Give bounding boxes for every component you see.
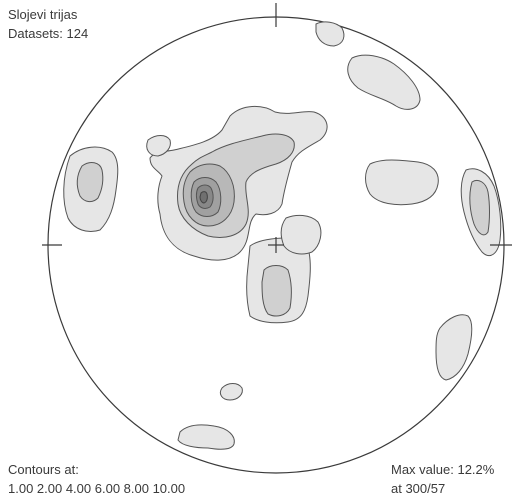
- contour-lower-small-patch-level1: [219, 383, 243, 401]
- contour-top-rim-patch-level1: [315, 21, 345, 47]
- datasets-count: Datasets: 124: [8, 26, 89, 41]
- contour-centre-right-lobe-level1: [280, 214, 322, 255]
- cardinal-ticks: [42, 3, 512, 246]
- contour-left-lobe-level2: [76, 162, 104, 203]
- max-value: Max value: 12.2%: [391, 462, 495, 477]
- contours-heading: Contours at:: [8, 462, 79, 477]
- plot-title: Slojevi trijas: [8, 7, 78, 22]
- contour-right-rim-patch-level2: [469, 179, 490, 236]
- contour-upper-right-lobe-level1: [347, 54, 421, 110]
- max-legend: Max value: 12.2% at 300/57: [391, 460, 494, 498]
- contour-bottom-patch-level1: [177, 424, 235, 450]
- contour-lower-right-patch-level1: [435, 314, 473, 381]
- contour-centre-patch-level2: [261, 265, 292, 317]
- contour-right-middle-patch-level1: [365, 159, 439, 206]
- contour-cluster-main-level6: [199, 191, 208, 204]
- max-location: at 300/57: [391, 481, 446, 496]
- contour-legend: Contours at: 1.00 2.00 4.00 6.00 8.00 10…: [8, 460, 185, 498]
- centre-cross: [268, 237, 284, 253]
- header-labels: Slojevi trijas Datasets: 124: [8, 5, 88, 43]
- contours-values: 1.00 2.00 4.00 6.00 8.00 10.00: [8, 481, 186, 496]
- density-contours: [63, 21, 502, 450]
- contour-top-left-lobe-level1: [146, 135, 171, 157]
